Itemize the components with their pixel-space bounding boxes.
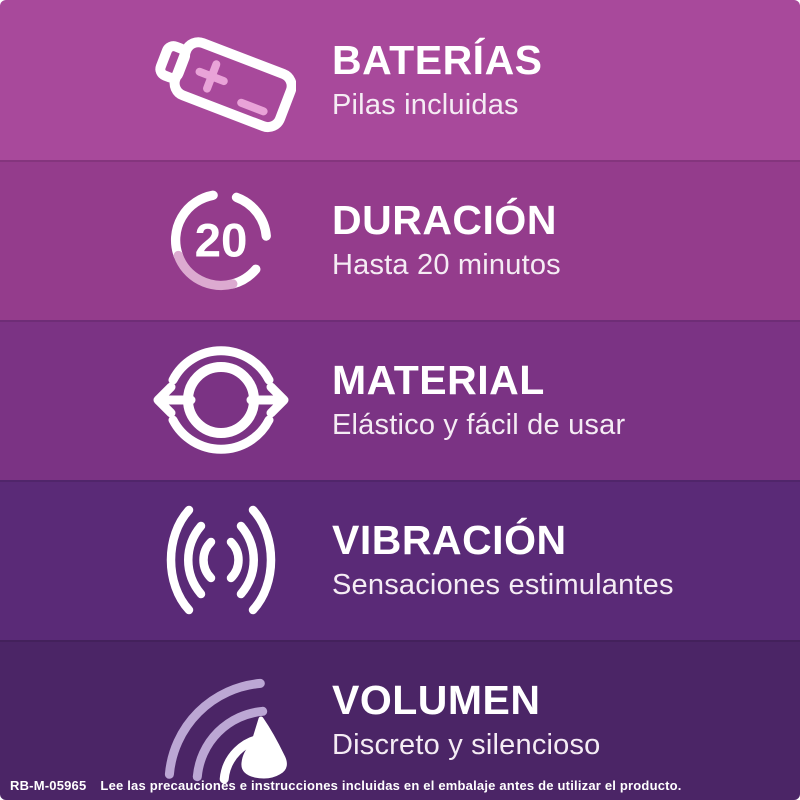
feature-subtitle: Pilas incluidas bbox=[332, 88, 519, 121]
legal-footer: RB-M-05965 Lee las precauciones e instru… bbox=[10, 778, 792, 793]
feature-subtitle: Elástico y fácil de usar bbox=[332, 408, 626, 441]
feature-band-volumen: VOLUMEN Discreto y silencioso bbox=[0, 640, 800, 800]
feature-subtitle: Sensaciones estimulantes bbox=[332, 568, 674, 601]
timer-20-icon: 20 bbox=[146, 174, 296, 306]
feature-subtitle: Hasta 20 minutos bbox=[332, 248, 561, 281]
feature-title: VIBRACIÓN bbox=[332, 516, 567, 563]
feature-title: MATERIAL bbox=[332, 356, 545, 403]
vibration-waves-icon bbox=[146, 494, 296, 626]
timer-badge-text: 20 bbox=[195, 215, 248, 268]
speaker-quiet-icon bbox=[146, 654, 296, 786]
battery-icon bbox=[146, 14, 296, 146]
stretch-arrows-icon bbox=[146, 334, 296, 466]
feature-band-vibracion: VIBRACIÓN Sensaciones estimulantes bbox=[0, 480, 800, 640]
product-code: RB-M-05965 bbox=[10, 778, 87, 793]
feature-band-material: MATERIAL Elástico y fácil de usar bbox=[0, 320, 800, 480]
feature-title: VOLUMEN bbox=[332, 676, 541, 723]
feature-title: DURACIÓN bbox=[332, 196, 557, 243]
precaution-notice: Lee las precauciones e instrucciones inc… bbox=[100, 778, 682, 793]
feature-band-duracion: 20 DURACIÓN Hasta 20 minutos bbox=[0, 160, 800, 320]
feature-subtitle: Discreto y silencioso bbox=[332, 728, 601, 761]
feature-title: BATERÍAS bbox=[332, 36, 543, 83]
feature-band-baterias: BATERÍAS Pilas incluidas bbox=[0, 0, 800, 160]
